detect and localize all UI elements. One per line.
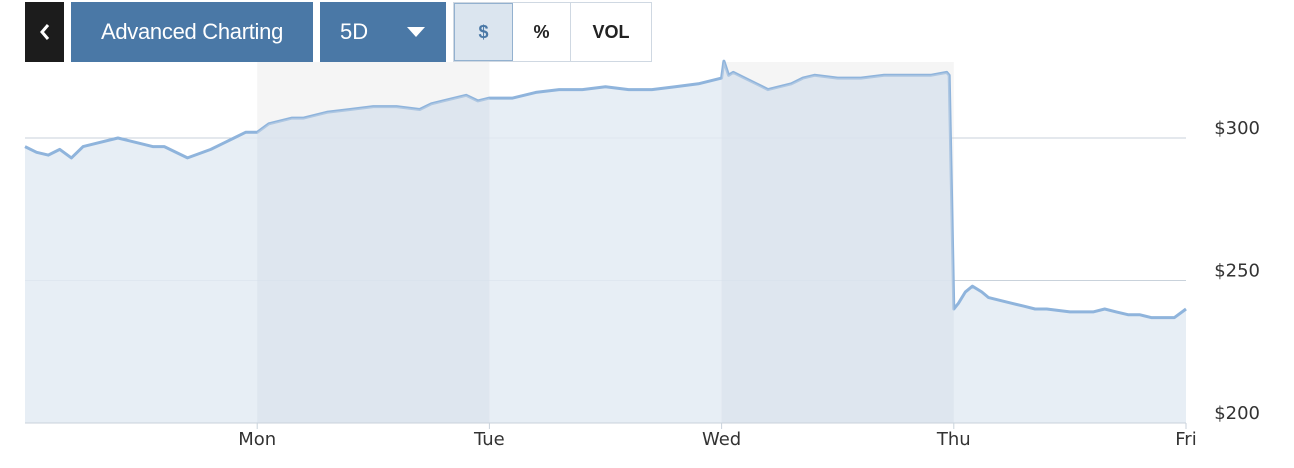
y-tick-label: $200 — [1214, 403, 1260, 424]
chart-toolbar: Advanced Charting 5D $ % VOL — [25, 2, 652, 62]
back-button[interactable] — [25, 2, 64, 62]
volume-mode-label: VOL — [592, 21, 630, 42]
display-mode-group: $ % VOL — [453, 2, 652, 62]
price-area — [24, 59, 1187, 423]
y-tick-label: $300 — [1214, 118, 1260, 139]
caret-down-icon — [407, 27, 425, 37]
price-line — [24, 59, 1187, 320]
range-label: 5D — [340, 19, 369, 44]
chevron-left-icon — [39, 24, 49, 40]
y-axis: $300 $250 $200 — [1214, 118, 1260, 424]
advanced-charting-button[interactable]: Advanced Charting — [71, 2, 313, 62]
x-tick-label: Thu — [936, 429, 971, 450]
x-tick-label: Wed — [702, 429, 741, 450]
x-tick-label: Tue — [473, 429, 505, 450]
x-tick-label: Mon — [238, 429, 276, 450]
x-tick-label: Fri — [1175, 429, 1196, 450]
advanced-charting-label: Advanced Charting — [100, 19, 284, 44]
range-dropdown[interactable]: 5D — [320, 2, 446, 62]
price-area-fill — [25, 61, 1186, 423]
y-tick-label: $250 — [1214, 261, 1260, 282]
x-axis: Mon Tue Wed Thu Fri — [25, 422, 1197, 450]
day-band-shade-1 — [721, 62, 954, 423]
dollar-mode-label: $ — [478, 21, 489, 42]
percent-mode-label: % — [533, 21, 550, 42]
dollar-mode-button[interactable]: $ — [454, 3, 513, 61]
percent-mode-button[interactable]: % — [513, 3, 571, 61]
day-band-shade-0 — [257, 62, 490, 423]
volume-mode-button[interactable]: VOL — [571, 3, 651, 61]
